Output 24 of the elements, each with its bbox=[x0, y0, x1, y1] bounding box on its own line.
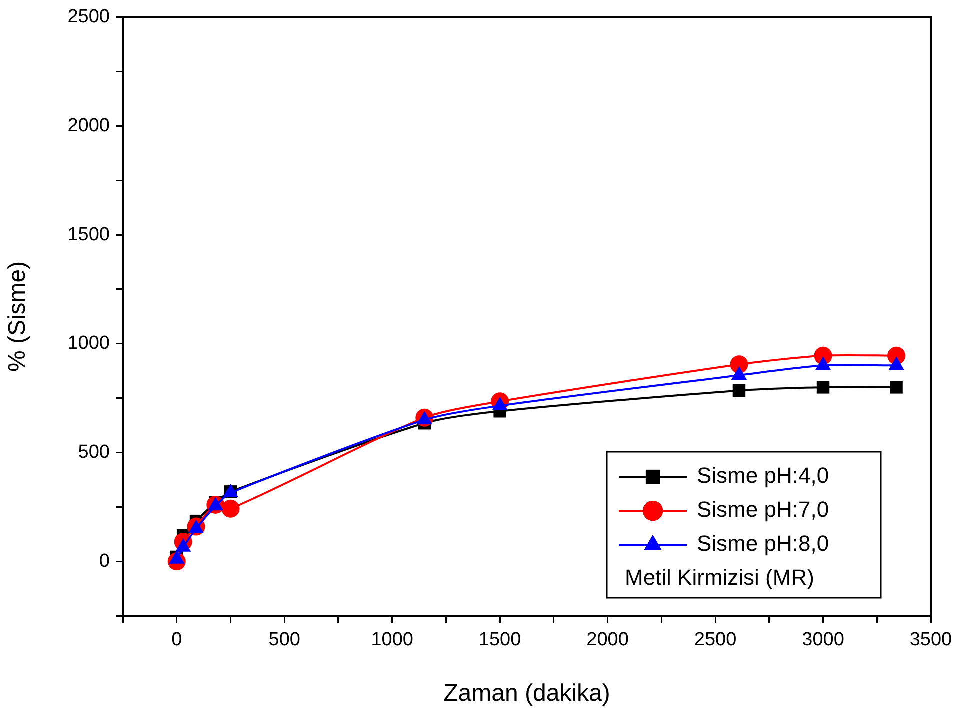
x-tick-label: 500 bbox=[268, 630, 300, 651]
y-tick-label: 1500 bbox=[68, 224, 110, 246]
x-tick-label: 1500 bbox=[478, 630, 522, 651]
x-tick-label: 2500 bbox=[694, 630, 737, 651]
point bbox=[890, 381, 903, 394]
y-tick-label: 500 bbox=[78, 442, 110, 463]
x-tick-label: 0 bbox=[172, 630, 182, 651]
x-axis-title: Zaman (dakika) bbox=[444, 680, 610, 708]
y-tick-label: 1000 bbox=[68, 333, 110, 354]
legend-label: Sisme pH:8,0 bbox=[697, 531, 830, 556]
y-axis-title: % (Sisme) bbox=[4, 261, 32, 372]
x-tick-label: 3000 bbox=[802, 630, 844, 651]
x-tick-label: 2000 bbox=[586, 630, 629, 651]
legend-label: Sisme pH:7,0 bbox=[697, 497, 830, 522]
y-tick-label: 0 bbox=[99, 550, 110, 572]
x-tick-label: 1000 bbox=[371, 630, 414, 651]
y-tick-label: 2500 bbox=[68, 6, 110, 28]
x-tick-label: 3500 bbox=[910, 630, 952, 651]
point bbox=[816, 381, 830, 394]
point bbox=[732, 384, 746, 398]
y-tick-label: 2000 bbox=[68, 115, 110, 136]
legend-title: Metil Kirmizisi (MR) bbox=[625, 565, 814, 590]
point bbox=[222, 500, 240, 518]
legend-label: Sisme pH:4,0 bbox=[697, 463, 830, 488]
